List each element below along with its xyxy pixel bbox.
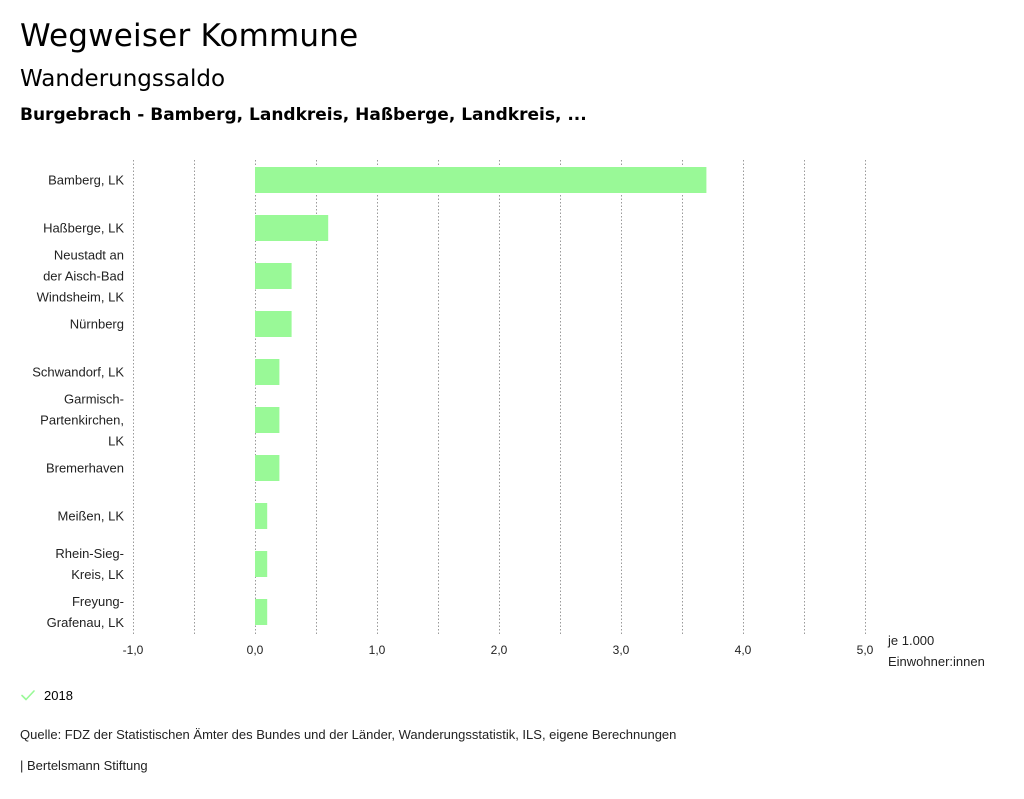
bar[interactable] [255, 359, 280, 385]
credit-note: | Bertelsmann Stiftung [20, 758, 148, 773]
bar[interactable] [255, 215, 329, 241]
x-tick-label: 1,0 [369, 643, 386, 657]
bar-chart: Bamberg, LK Haßberge, LK Neustadt an der Ai… [32, 160, 874, 657]
x-tick-label: -1,0 [123, 643, 144, 657]
category-label: Schwandorf, LK [32, 365, 124, 380]
category-label: Haßberge, LK [43, 221, 124, 236]
bars-layer [255, 167, 707, 625]
bar[interactable] [255, 455, 280, 481]
chart-subtitle: Wanderungssaldo [20, 66, 226, 92]
bar[interactable] [255, 551, 268, 577]
x-tick-label: 3,0 [613, 643, 630, 657]
grid-layer [133, 160, 866, 636]
category-label: Kreis, LK [71, 567, 124, 582]
category-label: Freyung- [72, 594, 124, 609]
category-label: Neustadt an [54, 248, 124, 263]
source-note: Quelle: FDZ der Statistischen Ämter des … [20, 727, 677, 742]
category-label: Rhein-Sieg- [55, 546, 124, 561]
bar[interactable] [255, 311, 292, 337]
category-label: Bremerhaven [46, 461, 124, 476]
category-label: der Aisch-Bad [43, 269, 124, 284]
bar[interactable] [255, 407, 280, 433]
x-tick-label: 5,0 [857, 643, 874, 657]
category-label: Bamberg, LK [48, 173, 124, 188]
check-icon [21, 690, 35, 701]
bar[interactable] [255, 167, 707, 193]
page-title: Wegweiser Kommune [20, 18, 359, 54]
category-label: Nürnberg [70, 317, 124, 332]
chart-region-subtitle: Burgebrach - Bamberg, Landkreis, Haßberg… [20, 105, 587, 125]
bar[interactable] [255, 263, 292, 289]
category-label: Meißen, LK [58, 509, 125, 524]
category-labels: Bamberg, LK Haßberge, LK Neustadt an der Ai… [32, 173, 124, 631]
legend-label: 2018 [44, 687, 73, 703]
bar[interactable] [255, 503, 268, 529]
x-axis-unit-line-1: je 1.000 [888, 633, 935, 648]
category-label: Grafenau, LK [47, 615, 125, 630]
x-tick-label: 4,0 [735, 643, 752, 657]
category-label: LK [108, 434, 124, 449]
x-axis-ticks: -1,0 0,0 1,0 2,0 3,0 4,0 5,0 [123, 643, 874, 657]
x-tick-label: 2,0 [491, 643, 508, 657]
category-label: Windsheim, LK [37, 290, 125, 305]
category-label: Garmisch- [64, 392, 124, 407]
category-label: Partenkirchen, [40, 413, 124, 428]
legend-item-2018[interactable]: 2018 [20, 687, 73, 703]
x-axis-unit-label: je 1.000 Einwohner:innen [888, 630, 1018, 672]
x-axis-unit-line-2: Einwohner:innen [888, 654, 985, 669]
x-tick-label: 0,0 [247, 643, 264, 657]
bar[interactable] [255, 599, 268, 625]
